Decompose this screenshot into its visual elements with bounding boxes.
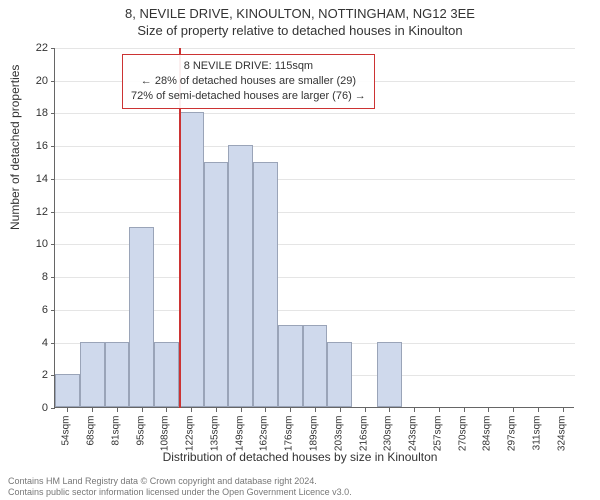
ytick-mark — [51, 113, 55, 114]
ytick-mark — [51, 146, 55, 147]
histogram-bar — [377, 342, 402, 407]
ytick-mark — [51, 244, 55, 245]
histogram-bar — [55, 374, 80, 407]
xtick-label: 189sqm — [309, 416, 320, 456]
ytick-mark — [51, 81, 55, 82]
ytick-label: 20 — [12, 75, 48, 87]
xtick-label: 324sqm — [556, 416, 567, 456]
ytick-label: 18 — [12, 107, 48, 119]
gridline — [55, 212, 575, 213]
xtick-mark — [563, 408, 564, 412]
histogram-bar — [129, 227, 154, 407]
xtick-label: 270sqm — [457, 416, 468, 456]
xtick-mark — [117, 408, 118, 412]
gridline — [55, 113, 575, 114]
xtick-mark — [265, 408, 266, 412]
ytick-label: 12 — [12, 206, 48, 218]
ytick-label: 8 — [12, 271, 48, 283]
xtick-mark — [92, 408, 93, 412]
xtick-mark — [290, 408, 291, 412]
ytick-mark — [51, 343, 55, 344]
ytick-mark — [51, 310, 55, 311]
histogram-bar — [154, 342, 179, 407]
infobox-line3: 72% of semi-detached houses are larger (… — [131, 89, 366, 104]
xtick-label: 203sqm — [333, 416, 344, 456]
ytick-label: 0 — [12, 402, 48, 414]
footer-line1: Contains HM Land Registry data © Crown c… — [8, 476, 352, 487]
xtick-label: 135sqm — [209, 416, 220, 456]
xtick-label: 54sqm — [61, 416, 72, 456]
chart-title-line2: Size of property relative to detached ho… — [0, 21, 600, 38]
ytick-label: 16 — [12, 140, 48, 152]
gridline — [55, 146, 575, 147]
gridline — [55, 179, 575, 180]
xtick-label: 81sqm — [110, 416, 121, 456]
footer-attribution: Contains HM Land Registry data © Crown c… — [8, 476, 352, 498]
ytick-label: 22 — [12, 42, 48, 54]
xtick-label: 149sqm — [234, 416, 245, 456]
ytick-label: 14 — [12, 173, 48, 185]
gridline — [55, 48, 575, 49]
xtick-label: 257sqm — [432, 416, 443, 456]
chart-title-line1: 8, NEVILE DRIVE, KINOULTON, NOTTINGHAM, … — [0, 0, 600, 21]
xtick-label: 243sqm — [408, 416, 419, 456]
histogram-bar — [105, 342, 130, 407]
xtick-mark — [315, 408, 316, 412]
xtick-label: 230sqm — [383, 416, 394, 456]
xtick-mark — [142, 408, 143, 412]
xtick-mark — [166, 408, 167, 412]
ytick-label: 6 — [12, 304, 48, 316]
ytick-label: 10 — [12, 238, 48, 250]
histogram-bar — [179, 112, 204, 407]
xtick-mark — [241, 408, 242, 412]
xtick-label: 122sqm — [185, 416, 196, 456]
histogram-bar — [204, 162, 229, 407]
ytick-mark — [51, 179, 55, 180]
xtick-mark — [538, 408, 539, 412]
histogram-bar — [303, 325, 328, 407]
histogram-bar — [80, 342, 105, 407]
xtick-label: 297sqm — [507, 416, 518, 456]
xtick-label: 68sqm — [86, 416, 97, 456]
histogram-bar — [327, 342, 352, 407]
xtick-label: 95sqm — [135, 416, 146, 456]
xtick-label: 284sqm — [482, 416, 493, 456]
xtick-mark — [216, 408, 217, 412]
xtick-mark — [414, 408, 415, 412]
infobox-line2: ← 28% of detached houses are smaller (29… — [131, 74, 366, 89]
xtick-mark — [389, 408, 390, 412]
xtick-mark — [340, 408, 341, 412]
ytick-label: 2 — [12, 369, 48, 381]
ytick-mark — [51, 277, 55, 278]
xtick-label: 311sqm — [531, 416, 542, 456]
xtick-mark — [439, 408, 440, 412]
xtick-mark — [67, 408, 68, 412]
infobox-line1: 8 NEVILE DRIVE: 115sqm — [131, 59, 366, 74]
xtick-mark — [464, 408, 465, 412]
histogram-bar — [228, 145, 253, 407]
ytick-mark — [51, 408, 55, 409]
footer-line2: Contains public sector information licen… — [8, 487, 352, 498]
ytick-label: 4 — [12, 337, 48, 349]
histogram-bar — [278, 325, 303, 407]
xtick-label: 216sqm — [358, 416, 369, 456]
xtick-label: 176sqm — [284, 416, 295, 456]
xtick-label: 108sqm — [160, 416, 171, 456]
ytick-mark — [51, 48, 55, 49]
xtick-mark — [365, 408, 366, 412]
marker-infobox: 8 NEVILE DRIVE: 115sqm← 28% of detached … — [122, 54, 375, 109]
ytick-mark — [51, 212, 55, 213]
xtick-mark — [513, 408, 514, 412]
xtick-label: 162sqm — [259, 416, 270, 456]
xtick-mark — [191, 408, 192, 412]
histogram-bar — [253, 162, 278, 407]
xtick-mark — [488, 408, 489, 412]
